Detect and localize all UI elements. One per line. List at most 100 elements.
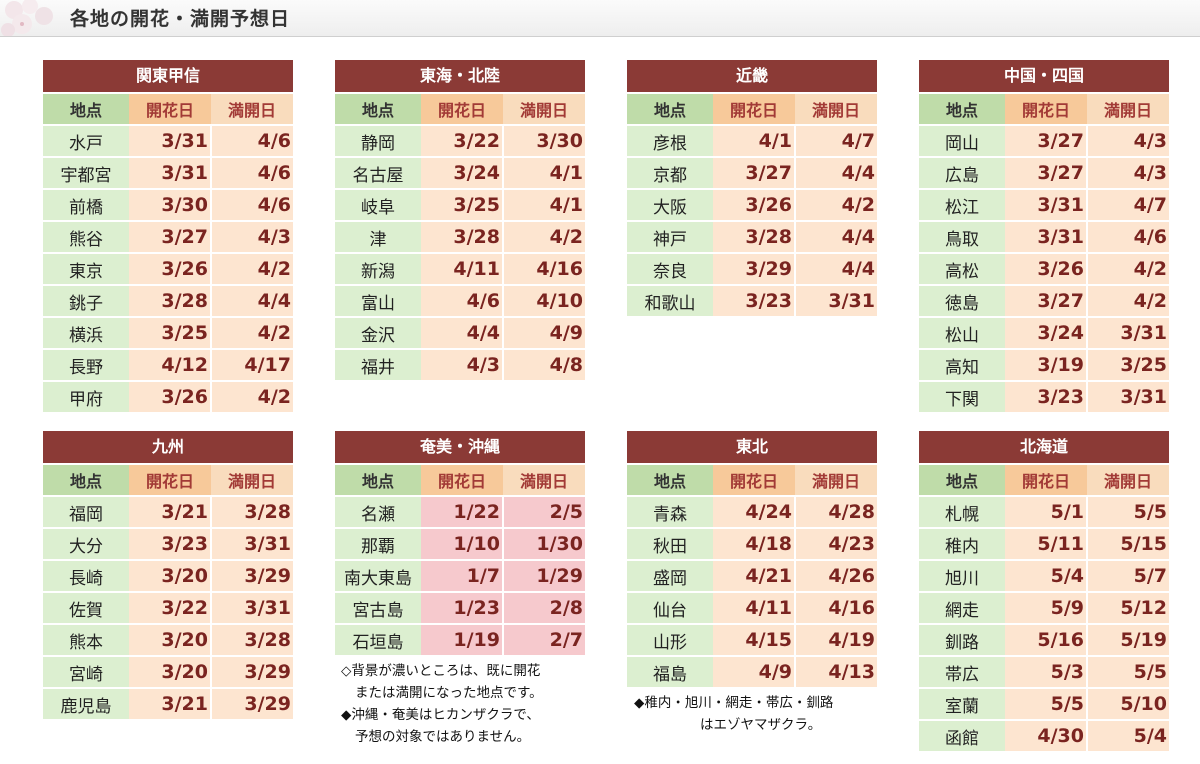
table-row: 福井 4/3 4/8 (335, 348, 585, 380)
table-row: 鹿児島 3/21 3/29 (43, 687, 293, 719)
full-bloom-date-cell: 4/8 (503, 348, 585, 380)
place-cell: 富山 (335, 284, 421, 317)
place-cell: 石垣島 (335, 623, 421, 655)
place-cell: 佐賀 (43, 591, 129, 624)
region-table: 中国・四国 地点 開花日 満開日 岡山 3/27 4/3 広島 3/27 4/3 松江 3/31 4/7… (919, 60, 1169, 412)
bloom-date-cell: 3/25 (129, 316, 212, 349)
full-bloom-date-cell: 4/2 (1087, 284, 1169, 317)
place-cell: 銚子 (43, 284, 129, 317)
full-bloom-date-cell: 3/28 (211, 623, 293, 656)
forecast-table: 地点 開花日 満開日 札幌 5/1 5/5 稚内 5/11 5/15 旭川 5/4 5/7 網走 5/9 5… (919, 463, 1169, 751)
bloom-date-cell: 5/16 (1005, 623, 1088, 656)
full-bloom-date-cell: 4/13 (795, 655, 877, 687)
column-header-place: 地点 (919, 92, 1005, 125)
place-cell: 函館 (919, 719, 1005, 751)
place-cell: 松江 (919, 188, 1005, 221)
full-bloom-date-cell: 5/12 (1087, 591, 1169, 624)
table-row: 福岡 3/21 3/28 (43, 495, 293, 528)
region-title: 中国・四国 (919, 60, 1169, 92)
table-row: 新潟 4/11 4/16 (335, 252, 585, 285)
full-bloom-date-cell: 4/7 (795, 124, 877, 157)
bloom-date-cell: 3/26 (1005, 252, 1088, 285)
full-bloom-date-cell: 4/2 (211, 380, 293, 412)
place-cell: 旭川 (919, 559, 1005, 592)
place-cell: 甲府 (43, 380, 129, 412)
full-bloom-date-cell: 4/19 (795, 623, 877, 656)
place-cell: 京都 (627, 156, 713, 189)
place-cell: 宮古島 (335, 591, 421, 624)
full-bloom-date-cell: 4/3 (1087, 124, 1169, 157)
bloom-date-cell: 3/21 (129, 687, 212, 719)
full-bloom-date-cell: 3/31 (211, 527, 293, 560)
forecast-table: 地点 開花日 満開日 青森 4/24 4/28 秋田 4/18 4/23 盛岡 4/21 4/26 仙台… (627, 463, 877, 687)
forecast-table: 地点 開花日 満開日 静岡 3/22 3/30 名古屋 3/24 4/1 岐阜 3/25 4/1 津 3/… (335, 92, 585, 380)
full-bloom-date-cell: 4/10 (503, 284, 585, 317)
full-bloom-date-cell: 4/23 (795, 527, 877, 560)
place-cell: 熊谷 (43, 220, 129, 253)
full-bloom-date-cell: 4/7 (1087, 188, 1169, 221)
place-cell: 青森 (627, 495, 713, 528)
table-row: 室蘭 5/5 5/10 (919, 687, 1169, 720)
full-bloom-date-cell: 4/28 (795, 495, 877, 528)
header-row: 地点 開花日 満開日 (335, 463, 585, 496)
bloom-date-cell: 3/31 (129, 124, 212, 157)
header-row: 地点 開花日 満開日 (43, 463, 293, 496)
place-cell: 大分 (43, 527, 129, 560)
table-row: 岡山 3/27 4/3 (919, 124, 1169, 157)
bloom-date-cell: 4/3 (421, 348, 504, 380)
column-header-full: 満開日 (1087, 92, 1169, 125)
full-bloom-date-cell: 3/31 (1087, 316, 1169, 349)
table-row: 稚内 5/11 5/15 (919, 527, 1169, 560)
full-bloom-date-cell: 5/5 (1087, 655, 1169, 688)
bloom-date-cell: 3/21 (129, 495, 212, 528)
place-cell: 静岡 (335, 124, 421, 157)
full-bloom-date-cell: 3/29 (211, 559, 293, 592)
column-header-full: 満開日 (1087, 463, 1169, 496)
region-title: 北海道 (919, 431, 1169, 463)
forecast-table: 地点 開花日 満開日 福岡 3/21 3/28 大分 3/23 3/31 長崎 3/20 3/29 佐賀… (43, 463, 293, 719)
place-cell: 宇都宮 (43, 156, 129, 189)
region-title: 東北 (627, 431, 877, 463)
table-row: 福島 4/9 4/13 (627, 655, 877, 687)
table-row: 網走 5/9 5/12 (919, 591, 1169, 624)
full-bloom-date-cell: 2/5 (503, 495, 585, 528)
table-row: 山形 4/15 4/19 (627, 623, 877, 656)
bloom-date-cell: 5/5 (1005, 687, 1088, 720)
column-header-full: 満開日 (795, 92, 877, 125)
cherry-blossom-icon (1, 0, 53, 36)
table-row: 名古屋 3/24 4/1 (335, 156, 585, 189)
forecast-table: 地点 開花日 満開日 岡山 3/27 4/3 広島 3/27 4/3 松江 3/31 4/7 鳥取 3/3… (919, 92, 1169, 412)
bloom-date-cell: 4/24 (713, 495, 796, 528)
table-row: 東京 3/26 4/2 (43, 252, 293, 285)
full-bloom-date-cell: 4/1 (503, 156, 585, 189)
bloom-date-cell: 3/22 (421, 124, 504, 157)
full-bloom-date-cell: 3/30 (503, 124, 585, 157)
header-row: 地点 開花日 満開日 (919, 463, 1169, 496)
bloom-date-cell: 3/28 (129, 284, 212, 317)
note-line: はエゾヤマザクラ。 (700, 717, 822, 733)
full-bloom-date-cell: 3/28 (211, 495, 293, 528)
bloom-date-cell: 5/11 (1005, 527, 1088, 560)
column-header-bloom: 開花日 (129, 463, 211, 496)
bloom-date-cell: 4/21 (713, 559, 796, 592)
full-bloom-date-cell: 4/6 (1087, 220, 1169, 253)
table-row: 和歌山 3/23 3/31 (627, 284, 877, 316)
region-title: 関東甲信 (43, 60, 293, 92)
region-title: 近畿 (627, 60, 877, 92)
bloom-date-cell: 1/22 (421, 495, 504, 528)
header-row: 地点 開花日 満開日 (335, 92, 585, 125)
bloom-date-cell: 5/4 (1005, 559, 1088, 592)
table-row: 高松 3/26 4/2 (919, 252, 1169, 285)
table-row: 高知 3/19 3/25 (919, 348, 1169, 381)
place-cell: 名古屋 (335, 156, 421, 189)
table-row: 熊本 3/20 3/28 (43, 623, 293, 656)
region-table: 九州 地点 開花日 満開日 福岡 3/21 3/28 大分 3/23 3/31 長崎 3/20 3/29… (43, 431, 293, 719)
full-bloom-date-cell: 5/5 (1087, 495, 1169, 528)
column-header-bloom: 開花日 (713, 92, 795, 125)
header-row: 地点 開花日 満開日 (627, 92, 877, 125)
table-row: 大分 3/23 3/31 (43, 527, 293, 560)
full-bloom-date-cell: 4/4 (795, 220, 877, 253)
place-cell: 高松 (919, 252, 1005, 285)
place-cell: 松山 (919, 316, 1005, 349)
header-row: 地点 開花日 満開日 (919, 92, 1169, 125)
